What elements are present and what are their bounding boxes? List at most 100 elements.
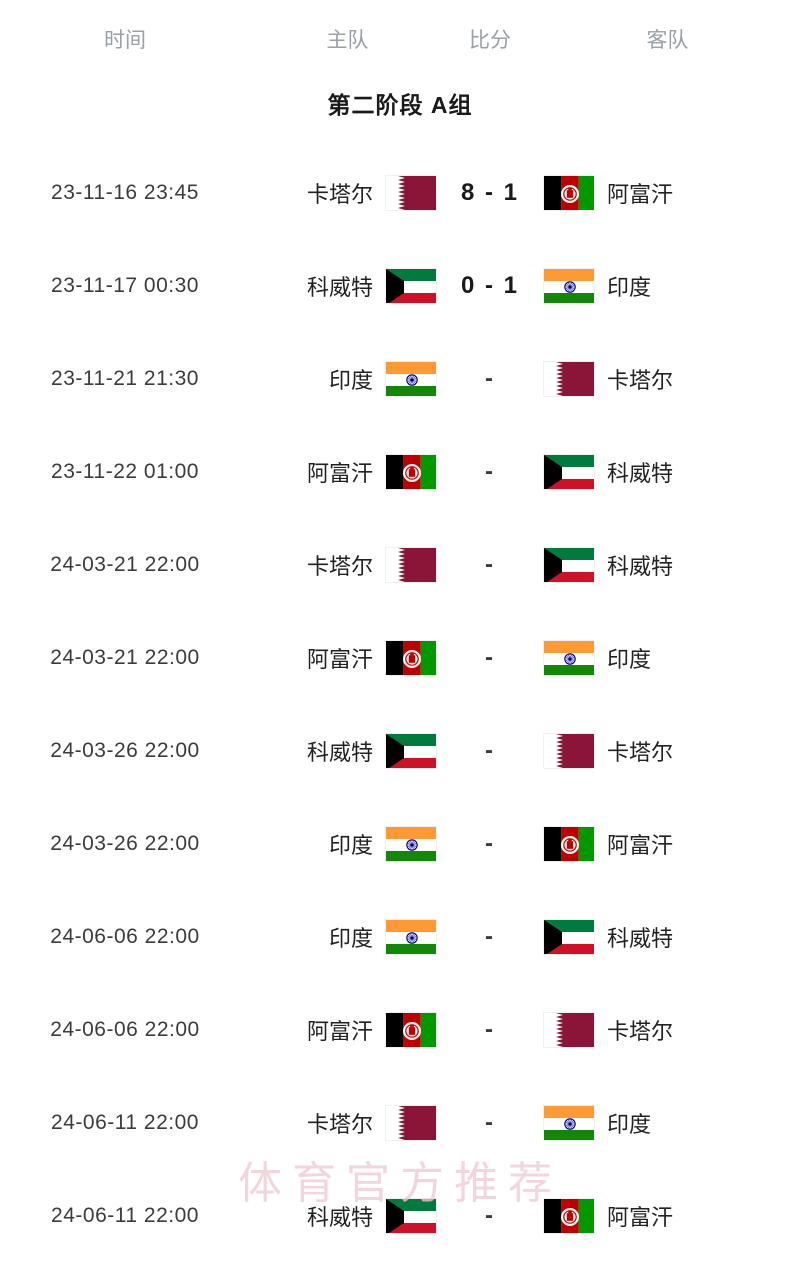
match-time: 24-06-06 22:00: [50, 1017, 200, 1041]
column-header-away-team: 客队: [646, 29, 689, 52]
india-flag: [543, 1104, 595, 1141]
home-team-cell[interactable]: 卡塔尔: [250, 1104, 445, 1141]
table-row[interactable]: 24-06-06 22:00 阿富汗 - 卡塔尔: [0, 983, 800, 1076]
match-score: -: [485, 829, 495, 857]
qatar-flag: [385, 1104, 437, 1141]
away-team-name: 科威特: [607, 925, 674, 951]
home-team-name: 卡塔尔: [306, 1111, 373, 1137]
home-team-cell[interactable]: 阿富汗: [250, 639, 445, 676]
match-time-cell: 24-06-11 22:00: [0, 1111, 250, 1135]
score-cell: -: [445, 1109, 535, 1137]
home-team-cell[interactable]: 科威特: [250, 1197, 445, 1234]
match-time-cell: 24-06-11 22:00: [0, 1204, 250, 1228]
table-row[interactable]: 24-03-21 22:00 卡塔尔 - 科威特: [0, 518, 800, 611]
afghanistan-flag: [543, 1197, 595, 1234]
away-team-name: 卡塔尔: [607, 739, 674, 765]
india-flag: [543, 267, 595, 304]
home-team-cell[interactable]: 卡塔尔: [250, 174, 445, 211]
away-team-name: 卡塔尔: [607, 367, 674, 393]
away-team-name: 卡塔尔: [607, 1018, 674, 1044]
match-score: -: [485, 736, 495, 764]
match-time-cell: 24-03-26 22:00: [0, 832, 250, 856]
away-team-cell[interactable]: 阿富汗: [535, 825, 800, 862]
home-team-name: 科威特: [306, 274, 373, 300]
qatar-flag: [385, 174, 437, 211]
home-team-name: 阿富汗: [306, 460, 373, 486]
away-team-name: 科威特: [607, 553, 674, 579]
away-team-cell[interactable]: 印度: [535, 639, 800, 676]
match-time: 24-06-06 22:00: [50, 924, 200, 948]
home-team-name: 卡塔尔: [306, 553, 373, 579]
score-cell: -: [445, 830, 535, 858]
qatar-flag: [385, 546, 437, 583]
score-cell: -: [445, 737, 535, 765]
match-time-cell: 24-06-06 22:00: [0, 1018, 250, 1042]
afghanistan-flag: [385, 1011, 437, 1048]
away-team-cell[interactable]: 卡塔尔: [535, 1011, 800, 1048]
away-team-cell[interactable]: 阿富汗: [535, 1197, 800, 1234]
kuwait-flag: [543, 918, 595, 955]
home-team-cell[interactable]: 卡塔尔: [250, 546, 445, 583]
match-score: 0 - 1: [460, 271, 520, 299]
india-flag: [385, 918, 437, 955]
table-row[interactable]: 24-06-06 22:00 印度 - 科威特: [0, 890, 800, 983]
table-row[interactable]: 23-11-17 00:30 科威特 0 - 1 印度: [0, 239, 800, 332]
table-row[interactable]: 24-06-11 22:00 卡塔尔 - 印度: [0, 1076, 800, 1169]
match-time-cell: 24-03-21 22:00: [0, 646, 250, 670]
match-score: -: [485, 364, 495, 392]
table-row[interactable]: 23-11-22 01:00 阿富汗 - 科威特: [0, 425, 800, 518]
kuwait-flag: [543, 546, 595, 583]
table-row[interactable]: 23-11-21 21:30 印度 - 卡塔尔: [0, 332, 800, 425]
home-team-name: 印度: [328, 367, 373, 393]
away-team-cell[interactable]: 阿富汗: [535, 174, 800, 211]
match-time: 24-03-26 22:00: [50, 738, 200, 762]
away-team-cell[interactable]: 科威特: [535, 918, 800, 955]
kuwait-flag: [385, 732, 437, 769]
away-team-cell[interactable]: 印度: [535, 1104, 800, 1141]
score-cell: -: [445, 551, 535, 579]
home-team-cell[interactable]: 印度: [250, 918, 445, 955]
score-cell: 0 - 1: [445, 272, 535, 300]
kuwait-flag: [385, 267, 437, 304]
away-team-cell[interactable]: 科威特: [535, 546, 800, 583]
table-row[interactable]: 24-03-26 22:00 印度 - 阿富汗: [0, 797, 800, 890]
home-team-cell[interactable]: 科威特: [250, 267, 445, 304]
match-score: -: [485, 457, 495, 485]
home-team-cell[interactable]: 科威特: [250, 732, 445, 769]
away-team-name: 阿富汗: [607, 1204, 674, 1230]
match-time-cell: 23-11-22 01:00: [0, 460, 250, 484]
table-row[interactable]: 24-03-21 22:00 阿富汗 - 印度: [0, 611, 800, 704]
table-row[interactable]: 24-06-11 22:00 科威特 - 阿富汗: [0, 1169, 800, 1262]
away-team-cell[interactable]: 卡塔尔: [535, 360, 800, 397]
match-score: -: [485, 550, 495, 578]
score-cell: -: [445, 1016, 535, 1044]
qatar-flag: [543, 360, 595, 397]
home-team-cell[interactable]: 印度: [250, 360, 445, 397]
match-time-cell: 23-11-16 23:45: [0, 181, 250, 205]
qatar-flag: [543, 732, 595, 769]
table-row[interactable]: 23-11-16 23:45 卡塔尔 8 - 1 阿富汗: [0, 146, 800, 239]
home-team-cell[interactable]: 阿富汗: [250, 453, 445, 490]
match-rows-container: 23-11-16 23:45 卡塔尔 8 - 1 阿富汗 23-11-17 00:30 科…: [0, 146, 800, 1262]
home-team-name: 阿富汗: [306, 1018, 373, 1044]
away-team-cell[interactable]: 印度: [535, 267, 800, 304]
match-score: -: [485, 922, 495, 950]
match-time: 24-03-26 22:00: [50, 831, 200, 855]
afghanistan-flag: [385, 453, 437, 490]
match-time-cell: 24-06-06 22:00: [0, 925, 250, 949]
away-team-cell[interactable]: 卡塔尔: [535, 732, 800, 769]
kuwait-flag: [543, 453, 595, 490]
home-team-cell[interactable]: 阿富汗: [250, 1011, 445, 1048]
away-team-name: 阿富汗: [607, 832, 674, 858]
home-team-cell[interactable]: 印度: [250, 825, 445, 862]
kuwait-flag: [385, 1197, 437, 1234]
match-time-cell: 24-03-21 22:00: [0, 553, 250, 577]
match-score: -: [485, 643, 495, 671]
away-team-name: 印度: [607, 1111, 652, 1137]
away-team-name: 阿富汗: [607, 181, 674, 207]
home-team-name: 阿富汗: [306, 646, 373, 672]
away-team-cell[interactable]: 科威特: [535, 453, 800, 490]
table-row[interactable]: 24-03-26 22:00 科威特 - 卡塔尔: [0, 704, 800, 797]
table-header-row: 时间 主队 比分 客队: [0, 0, 800, 78]
